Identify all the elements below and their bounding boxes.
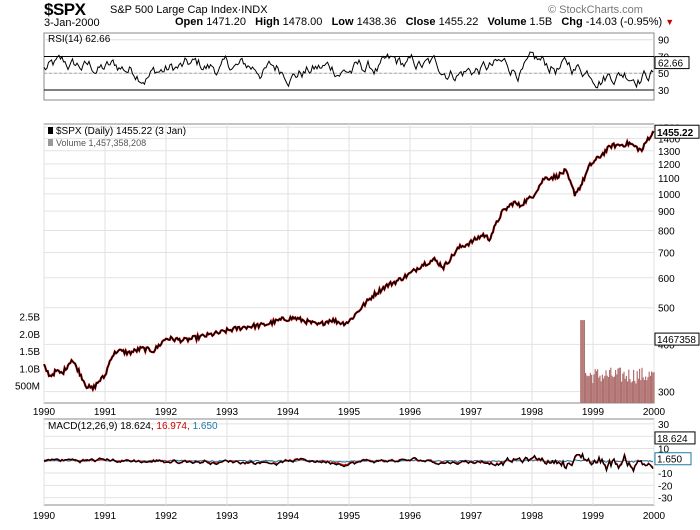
price-x-tick-label: 1993 [216, 407, 239, 418]
rsi-panel-frame [43, 32, 655, 101]
macd-x-tick-label: 1995 [338, 511, 361, 522]
macd-tick-label: 30 [658, 420, 670, 431]
exchange-name: INDX [241, 4, 268, 16]
price-x-tick-label: 2000 [643, 407, 666, 418]
macd-x-tick-label: 2000 [643, 511, 666, 522]
macd-value-box [654, 431, 696, 445]
price-x-tick-label: 1995 [338, 407, 361, 418]
price-tick-label: 800 [658, 227, 675, 238]
macd-x-tick-label: 1991 [94, 511, 117, 522]
rsi-value-label: 62.66 [658, 59, 683, 70]
price-line [43, 131, 655, 392]
chg-value: -14.03 (-0.95%) [585, 16, 663, 28]
rsi-tick-label: 30 [658, 86, 670, 97]
price-x-tick-label: 1990 [33, 407, 56, 418]
price-x-tick-label: 1997 [460, 407, 483, 418]
last-price-box [654, 124, 700, 139]
macd-x-tick-label: 1993 [216, 511, 239, 522]
price-tick-label: 900 [658, 207, 675, 218]
volume-legend: Volume 1,457,358,208 [56, 138, 146, 148]
price-x-tick-label: 1998 [521, 407, 544, 418]
macd-hist-value-box [654, 452, 692, 466]
volume-tick-label: 500M [15, 382, 40, 393]
price-tick-label: 700 [658, 248, 675, 259]
low-value: 1438.36 [356, 16, 397, 28]
macd-tick-label: -10 [658, 469, 673, 480]
macd-x-tick-label: 1992 [155, 511, 178, 522]
macd-legend-value: 18.624, [120, 421, 156, 432]
rsi-tick-label: 50 [658, 69, 670, 80]
volume-tick-label: 1.5B [19, 347, 40, 358]
price-tick-label: 1100 [658, 174, 680, 185]
high-value: 1478.00 [282, 16, 323, 28]
price-tick-label: 500 [658, 304, 675, 315]
index-full-name: S&P 500 Large Cap Index [110, 4, 238, 16]
macd-x-tick-label: 1990 [33, 511, 56, 522]
rsi-legend: RSI(14) 62.66 [48, 34, 111, 45]
price-tick-label: 1300 [658, 147, 681, 158]
volume-value-box [654, 332, 700, 346]
macd-x-tick-label: 1994 [277, 511, 300, 522]
quote-line: Open 1471.20 High 1478.00 Low 1438.36 Cl… [175, 16, 674, 28]
price-x-tick-label: 1991 [94, 407, 117, 418]
low-label: Low [331, 16, 354, 28]
price-tick-label: 300 [658, 388, 675, 399]
open-label: Open [175, 16, 204, 28]
macd-x-tick-label: 1998 [521, 511, 544, 522]
close-value: 1455.22 [438, 16, 479, 28]
price-x-tick-label: 1996 [399, 407, 422, 418]
volume-tick-label: 2.5B [19, 313, 40, 324]
symbol-title: $SPX [44, 0, 86, 19]
price-x-tick-label: 1992 [155, 407, 178, 418]
price-tick-label: 1000 [658, 190, 681, 201]
price-legend-swatch [48, 127, 53, 134]
rsi-tick-label: 90 [658, 36, 670, 47]
price-tick-label: 1400 [658, 135, 681, 146]
macd-legend: MACD(12,26,9) 18.624, 16.974, 1.650 [48, 421, 218, 432]
macd-tick-label: 10 [658, 444, 670, 455]
price-x-tick-label: 1999 [582, 407, 605, 418]
price-tick-label: 600 [658, 274, 675, 285]
macd-histogram-line [43, 459, 654, 464]
macd-x-tick-label: 1999 [582, 511, 605, 522]
rsi-line [43, 51, 654, 89]
macd-value-label: 18.624 [657, 434, 688, 445]
quote-date: 3-Jan-2000 [44, 17, 100, 29]
price-tick-label: 1200 [658, 160, 681, 171]
chg-label: Chg [561, 16, 583, 28]
macd-tick-label: -30 [658, 494, 673, 505]
stockcharts-watermark: © StockCharts.com [548, 4, 643, 16]
macd-line [43, 452, 654, 474]
macd-legend-label: MACD(12,26,9) [48, 421, 120, 432]
macd-x-tick-label: 1997 [460, 511, 483, 522]
volume-tick-label: 1.0B [19, 364, 40, 375]
volume-legend-swatch [48, 139, 53, 146]
rsi-value-box [654, 56, 690, 70]
down-arrow-icon: ▼ [665, 17, 675, 27]
volume-tick-label: 2.0B [19, 330, 40, 341]
high-label: High [255, 16, 280, 28]
macd-x-tick-label: 1996 [399, 511, 422, 522]
macd-tick-label: -20 [658, 481, 673, 492]
macd-legend-value: 1.650 [193, 421, 218, 432]
price-tick-label: 400 [658, 340, 675, 351]
volume-value-label: 1467358 [657, 335, 696, 346]
volume-value: 1.5B [529, 16, 553, 28]
close-label: Close [405, 16, 436, 28]
price-legend: $SPX (Daily) 1455.22 (3 Jan) [56, 126, 186, 137]
macd-legend-value: 16.974, [156, 421, 192, 432]
price-x-tick-label: 1994 [277, 407, 300, 418]
last-price-label: 1455.22 [657, 128, 694, 139]
volume-label: Volume [487, 16, 527, 28]
macd-hist-value-label: 1.650 [657, 455, 682, 466]
open-value: 1471.20 [206, 16, 246, 28]
index-name: S&P 500 Large Cap Index·INDX [110, 4, 268, 16]
